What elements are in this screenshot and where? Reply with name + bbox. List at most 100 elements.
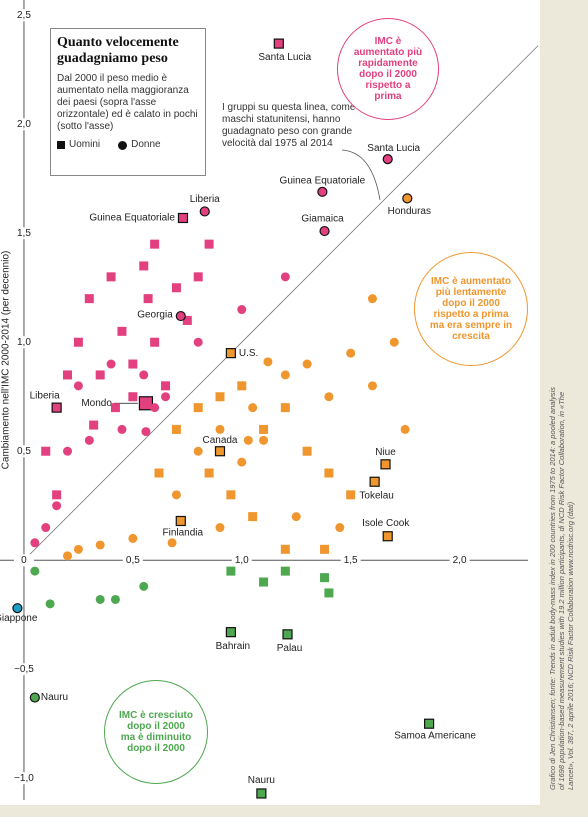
square-point bbox=[63, 370, 73, 380]
square-point bbox=[204, 468, 214, 478]
square-point bbox=[177, 212, 189, 224]
circle-point bbox=[106, 359, 116, 369]
square-point bbox=[282, 629, 293, 640]
y-tick-label: 2,5 bbox=[17, 10, 31, 21]
credit: Grafico di Jen Christiansen; fonte: Tren… bbox=[548, 386, 575, 790]
circle-point bbox=[73, 544, 83, 554]
x-tick-label: 1,5 bbox=[344, 555, 358, 566]
y-tick-label: −0,5 bbox=[14, 664, 34, 675]
square-point bbox=[154, 468, 164, 478]
circle-point bbox=[41, 523, 51, 533]
circle-point bbox=[45, 599, 55, 609]
circle-point bbox=[30, 538, 40, 548]
x-tick-label: 0,5 bbox=[126, 555, 140, 566]
circle-point bbox=[319, 225, 330, 237]
circle-point bbox=[63, 551, 73, 561]
circle-point bbox=[193, 337, 203, 347]
tick-label-bg bbox=[13, 336, 34, 349]
diagonal-line bbox=[23, 45, 539, 561]
circle-point bbox=[324, 392, 334, 402]
point-label: Guinea Equatoriale bbox=[280, 175, 366, 186]
chart-title: Quanto velocemente guadagniamo peso bbox=[57, 35, 179, 66]
square-point bbox=[143, 294, 153, 304]
point-label: Canada bbox=[202, 435, 237, 446]
legend-marker bbox=[118, 140, 128, 150]
circle-point bbox=[248, 403, 258, 413]
square-point bbox=[237, 381, 247, 391]
legend-marker bbox=[57, 141, 65, 149]
circle-point bbox=[52, 501, 62, 511]
square-point bbox=[193, 272, 203, 282]
circle-point bbox=[243, 435, 253, 445]
circle-point bbox=[95, 594, 105, 604]
tick-label-bg bbox=[340, 554, 361, 567]
decreased-callout: IMC è cresciuto dopo il 2000 ma è diminu… bbox=[104, 680, 208, 784]
circle-point bbox=[346, 348, 356, 358]
circle-point bbox=[110, 594, 120, 604]
point-label: Nauru bbox=[248, 775, 275, 786]
legend: Uomini Donne bbox=[57, 139, 199, 151]
circle-point bbox=[382, 154, 393, 165]
circle-point bbox=[141, 427, 151, 437]
square-point bbox=[320, 544, 330, 554]
square-point bbox=[175, 515, 186, 527]
circle-point bbox=[95, 540, 105, 550]
circle-point bbox=[389, 337, 399, 347]
circle-point bbox=[367, 381, 377, 391]
slower-callout: IMC è aumentato più lentamente dopo il 2… bbox=[414, 252, 528, 366]
point-label: Samoa Americane bbox=[394, 730, 476, 741]
square-point bbox=[171, 283, 181, 293]
square-point bbox=[193, 403, 203, 413]
tick-label-bg bbox=[13, 663, 34, 676]
point-label: Finlandia bbox=[162, 528, 203, 539]
square-point bbox=[84, 294, 94, 304]
circle-point bbox=[84, 435, 94, 445]
point-label: Honduras bbox=[388, 206, 431, 217]
point-label: Guinea Equatoriale bbox=[89, 213, 175, 224]
legend-label: Donne bbox=[131, 139, 161, 150]
square-point bbox=[161, 381, 171, 391]
point-label: Santa Lucia bbox=[367, 143, 420, 154]
y-tick-label: 1,5 bbox=[17, 228, 31, 239]
circle-point bbox=[30, 566, 40, 576]
y-tick-label: −1,0 bbox=[14, 773, 34, 784]
square-point bbox=[150, 239, 160, 249]
point-label: Nauru bbox=[41, 692, 68, 703]
tick-label-bg bbox=[122, 554, 143, 567]
circle-point bbox=[280, 370, 290, 380]
square-point bbox=[259, 424, 269, 434]
square-point bbox=[89, 420, 99, 430]
square-point bbox=[214, 446, 226, 457]
tick-label-bg bbox=[13, 118, 34, 131]
square-point bbox=[259, 577, 269, 587]
square-point bbox=[280, 566, 290, 576]
circle-point bbox=[259, 435, 269, 445]
circle-point bbox=[237, 305, 247, 315]
point-label: Santa Lucia bbox=[258, 52, 311, 63]
faster-callout: IMC è aumentato più rapidamente dopo il … bbox=[337, 18, 439, 120]
circle-point bbox=[199, 206, 210, 217]
tick-label-bg bbox=[13, 772, 34, 785]
square-point bbox=[280, 403, 290, 413]
intro-box: Quanto velocemente guadagniamo peso Dal … bbox=[50, 28, 206, 176]
circle-point bbox=[29, 692, 40, 703]
square-point bbox=[117, 326, 127, 336]
point-label: Mondo bbox=[81, 398, 112, 409]
circle-point bbox=[402, 193, 413, 204]
square-point bbox=[215, 392, 225, 402]
y-axis-title: Cambiamento nell'IMC 2000-2014 (per dece… bbox=[1, 251, 12, 470]
square-point bbox=[171, 424, 181, 434]
legend-label: Uomini bbox=[69, 139, 101, 150]
tick-label-bg bbox=[13, 227, 34, 240]
tick-label-bg bbox=[231, 554, 252, 567]
circle-point bbox=[317, 186, 328, 197]
square-point bbox=[150, 337, 160, 347]
square-point bbox=[324, 588, 334, 598]
circle-point bbox=[302, 359, 312, 369]
point-label: Isole Cook bbox=[362, 518, 410, 529]
point-label: Giappone bbox=[0, 613, 38, 624]
circle-point bbox=[215, 523, 225, 533]
point-label: Liberia bbox=[30, 390, 60, 401]
circle-point bbox=[263, 357, 273, 367]
circle-point bbox=[400, 424, 410, 434]
